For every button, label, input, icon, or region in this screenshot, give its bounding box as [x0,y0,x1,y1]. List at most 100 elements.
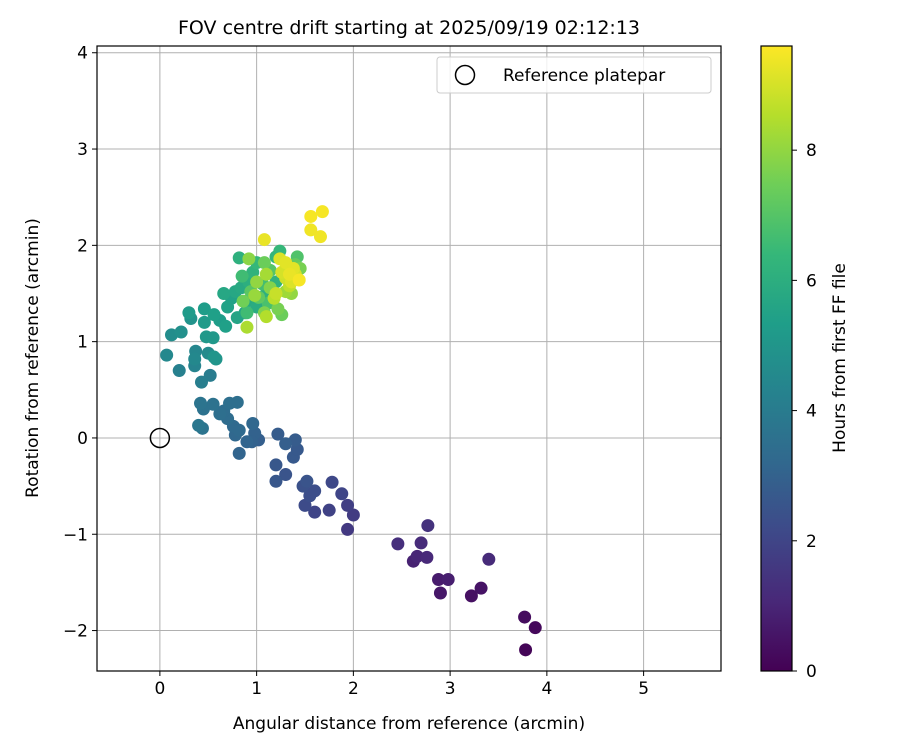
data-point [257,256,271,270]
y-tick-label: 2 [77,236,88,256]
x-tick-label: 0 [154,679,165,699]
data-point [304,223,318,237]
data-point [474,581,488,595]
grid-lines [97,46,721,671]
data-point [325,475,339,489]
data-point [230,395,244,409]
colorbar: 0 2 4 6 8 Hours from first FF file [760,45,850,682]
data-point [313,230,327,244]
data-point [441,573,455,587]
colorbar-tick-label: 0 [806,662,817,682]
data-point [209,352,223,366]
data-point [219,319,233,333]
colorbar-tick-label: 2 [806,532,817,552]
data-point [217,286,231,300]
data-point [192,418,206,432]
y-tick-label: 0 [77,429,88,449]
data-point [341,498,355,512]
colorbar-tick-label: 8 [806,141,817,161]
y-tick-label: 4 [77,44,88,64]
data-point [269,286,283,300]
x-tick-label: 1 [251,679,262,699]
legend-marker [454,64,476,86]
data-point [213,407,227,421]
plot-frame [96,45,722,672]
data-point [482,552,496,566]
data-point [335,487,349,501]
y-tick-label: 3 [77,140,88,160]
y-axis-label: Rotation from reference (arcmin) [23,218,43,498]
x-tick-label: 4 [541,679,552,699]
colorbar-gradient [760,45,793,672]
data-point [315,205,329,219]
data-point [279,437,293,451]
data-point [279,468,293,482]
data-point [341,522,355,536]
data-point [248,288,262,302]
data-point [250,275,264,289]
x-tick-label: 5 [638,679,649,699]
data-point [432,573,446,587]
reference-marker [149,427,171,449]
chart-title: FOV centre drift starting at 2025/09/19 … [178,17,640,39]
data-point [271,302,285,316]
x-tick-label: 2 [348,679,359,699]
y-tick-label: −2 [63,622,88,642]
data-point [207,308,221,322]
data-point [240,320,254,334]
data-point [528,621,542,635]
data-point [182,306,196,320]
colorbar-tick-label: 6 [806,271,817,291]
y-axis-ticks: −2 −1 0 1 2 3 4 [63,44,97,642]
data-point [206,331,220,345]
data-point [283,267,297,281]
data-points [160,205,542,657]
colorbar-label: Hours from first FF file [830,263,850,453]
data-point [246,417,260,431]
data-point [298,498,312,512]
data-point [304,209,318,223]
data-point [346,508,360,522]
data-point [172,364,186,378]
data-point [269,474,283,488]
data-point [242,252,256,266]
data-point [188,352,202,366]
data-point [308,505,322,519]
data-point [232,251,246,265]
data-point [518,610,532,624]
data-point [194,375,208,389]
data-point [300,474,314,488]
data-point [391,537,405,551]
colorbar-tick-label: 4 [806,402,817,422]
data-point [197,315,211,329]
y-tick-label: 1 [77,333,88,353]
data-point [410,549,424,563]
y-tick-label: −1 [63,525,88,545]
data-point [160,348,174,362]
data-point [519,643,533,657]
x-tick-label: 3 [445,679,456,699]
data-point [240,306,254,320]
data-point [194,396,208,410]
data-point [232,446,246,460]
data-point [290,443,304,457]
legend-box [436,56,712,94]
data-point [236,294,250,308]
data-point [414,536,428,550]
colorbar-ticks: 0 2 4 6 8 [792,141,817,682]
data-point [308,484,322,498]
data-point [206,397,220,411]
data-point [292,273,306,287]
data-point [421,519,435,533]
data-point [232,423,246,437]
data-point [259,267,273,281]
data-point [174,325,188,339]
plot-area: 0 1 2 3 4 5 −2 −1 0 1 2 3 4 [63,44,722,699]
data-point [420,550,434,564]
x-axis-ticks: 0 1 2 3 4 5 [154,671,649,699]
data-point [464,589,478,603]
x-axis-label: Angular distance from reference (arcmin) [233,714,585,734]
data-point [257,233,271,247]
data-point [322,503,336,517]
